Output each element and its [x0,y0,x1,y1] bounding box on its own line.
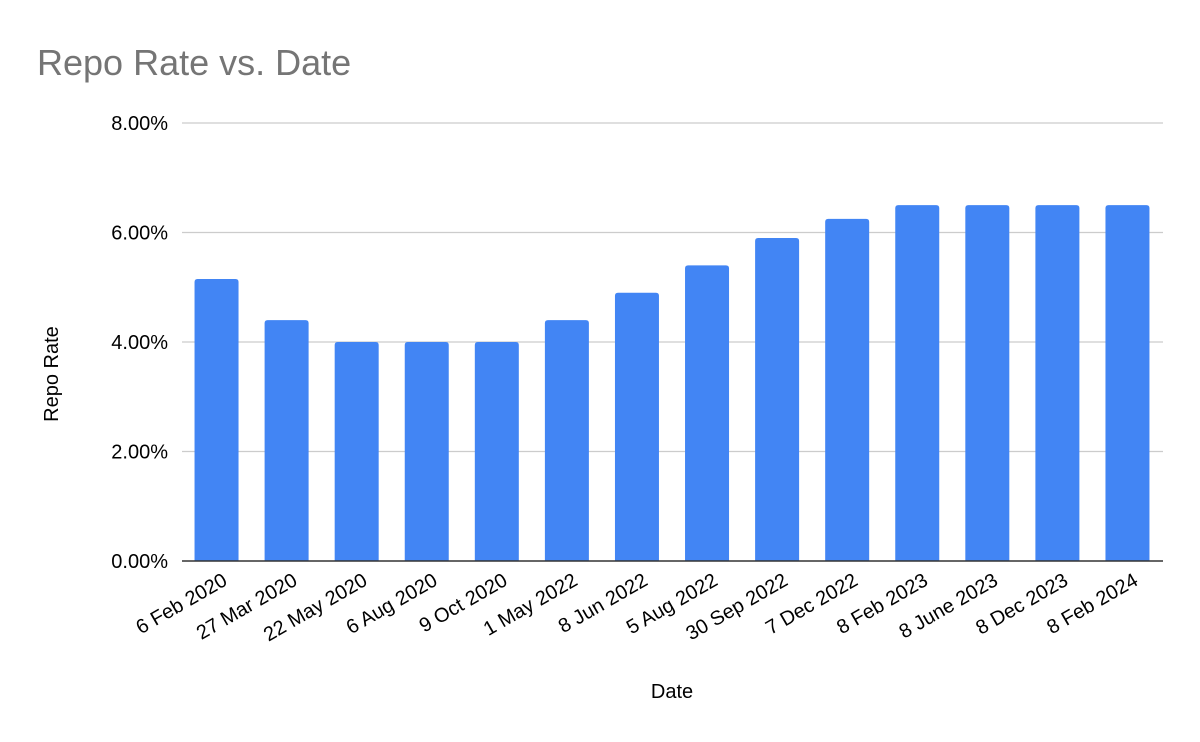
bar [194,279,239,561]
y-tick-label: 8.00% [111,113,168,135]
bar [825,218,870,561]
bar [544,320,589,561]
y-tick-label: 6.00% [111,223,168,245]
gridlines [182,122,1163,453]
bar [685,265,730,561]
bar [614,292,659,561]
bar [1105,205,1150,561]
y-tick-label: 4.00% [111,332,168,354]
bar [264,320,309,561]
bars [182,205,1163,562]
y-tick-labels: 0.00% 2.00% 4.00% 6.00% 8.00% [111,113,168,573]
x-axis-title: Date [651,681,693,703]
bar [404,342,449,561]
y-axis-title: Repo Rate [41,326,63,422]
y-tick-label: 2.00% [111,442,168,464]
bar [334,342,379,561]
y-tick-label: 0.00% [111,551,168,573]
bar [895,205,940,561]
bar [1035,205,1080,561]
bar [965,205,1010,561]
bar [755,237,800,561]
chart-title: Repo Rate vs. Date [37,42,351,83]
bar [474,342,519,561]
